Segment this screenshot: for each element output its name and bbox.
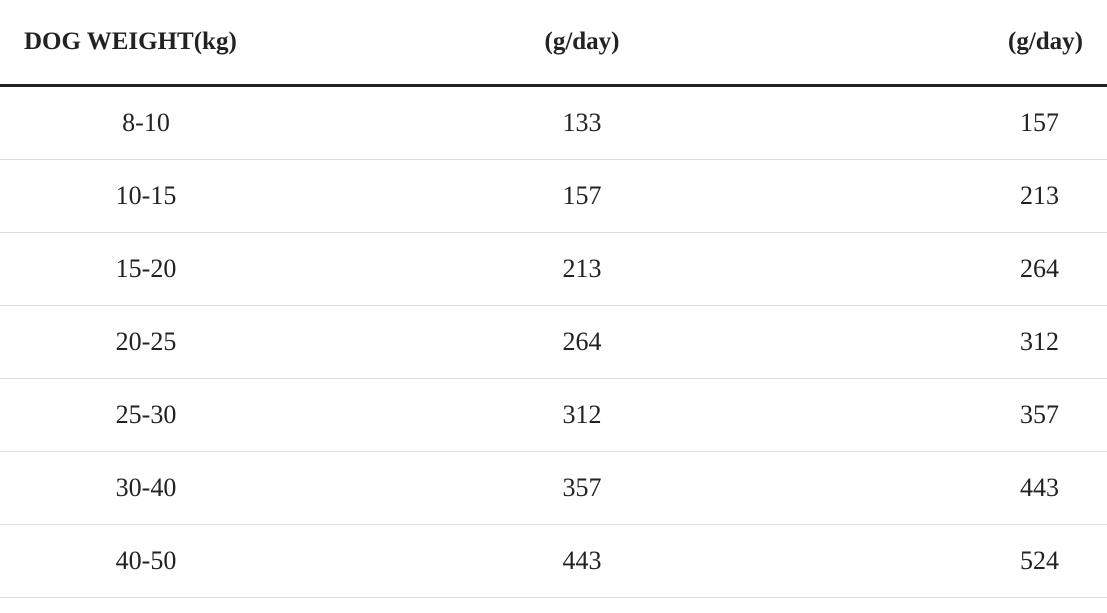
table-cell: 443 bbox=[832, 451, 1107, 525]
cell-text: 30-40 bbox=[115, 473, 177, 502]
table-cell: 25-30 bbox=[0, 378, 292, 452]
table-cell: 157 bbox=[832, 85, 1107, 160]
table-row: 8-10 133 157 bbox=[0, 85, 1107, 160]
table-cell: 357 bbox=[292, 451, 832, 525]
feeding-table: DOG WEIGHT(kg) (g/day) (g/day) 8-10 133 157 1… bbox=[0, 0, 1107, 598]
table-row: 30-40 357 443 bbox=[0, 451, 1107, 525]
cell-text: 40-50 bbox=[115, 546, 177, 575]
table-cell: 30-40 bbox=[0, 451, 292, 525]
cell-text: 10-15 bbox=[115, 181, 177, 210]
cell-text: 25-30 bbox=[115, 400, 177, 429]
table-cell: 312 bbox=[832, 305, 1107, 379]
cell-text: 20-25 bbox=[115, 327, 177, 356]
table-cell: 133 bbox=[292, 85, 832, 160]
header-row: DOG WEIGHT(kg) (g/day) (g/day) bbox=[0, 0, 1107, 87]
table-cell: 10-15 bbox=[0, 159, 292, 233]
table-cell: 213 bbox=[832, 159, 1107, 233]
table-row: 25-30 312 357 bbox=[0, 378, 1107, 452]
header-cell: (g/day) bbox=[832, 0, 1107, 87]
table-body: 8-10 133 157 10-15 157 213 15-20 213 264 20-25 264… bbox=[0, 85, 1107, 598]
table-cell: 40-50 bbox=[0, 524, 292, 598]
table-row: 20-25 264 312 bbox=[0, 305, 1107, 379]
table-cell: 312 bbox=[292, 378, 832, 452]
table-cell: 264 bbox=[292, 305, 832, 379]
table-cell: 15-20 bbox=[0, 232, 292, 306]
table-cell: 8-10 bbox=[0, 85, 292, 160]
table-cell: 357 bbox=[832, 378, 1107, 452]
table-cell: 20-25 bbox=[0, 305, 292, 379]
header-cell: (g/day) bbox=[292, 0, 832, 87]
header-cell: DOG WEIGHT(kg) bbox=[0, 0, 292, 87]
cell-text: 8-10 bbox=[122, 108, 170, 137]
table-row: 15-20 213 264 bbox=[0, 232, 1107, 306]
table-row: 10-15 157 213 bbox=[0, 159, 1107, 233]
table-cell: 264 bbox=[832, 232, 1107, 306]
table-cell: 524 bbox=[832, 524, 1107, 598]
cell-text: 15-20 bbox=[115, 254, 177, 283]
table-cell: 443 bbox=[292, 524, 832, 598]
table-cell: 213 bbox=[292, 232, 832, 306]
table-row: 40-50 443 524 bbox=[0, 524, 1107, 598]
table-cell: 157 bbox=[292, 159, 832, 233]
